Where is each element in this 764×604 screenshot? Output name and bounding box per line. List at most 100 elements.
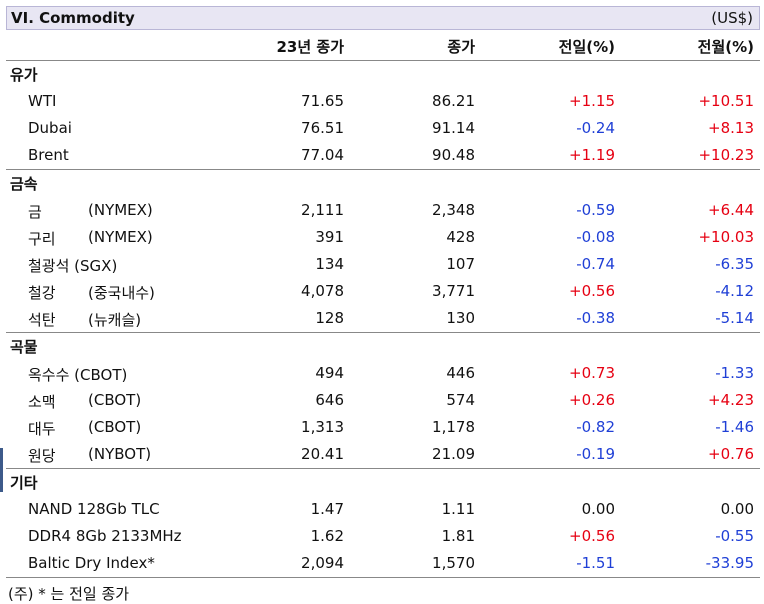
prev-year-close-cell: 1.47	[310, 500, 344, 518]
row-exchange: (NYMEX)	[88, 201, 153, 219]
table-row: 철강 (중국내수) 4,078 3,771 +0.56 -4.12	[6, 278, 760, 305]
header-monthly-change: 전월(%)	[697, 38, 754, 56]
header-close: 종가	[447, 38, 475, 56]
table-row: 철광석 (SGX) 134 107 -0.74 -6.35	[6, 251, 760, 278]
row-exchange: (CBOT)	[88, 418, 142, 436]
row-label: DDR4 8Gb 2133MHz	[28, 527, 182, 545]
close-cell: 90.48	[432, 146, 475, 164]
daily-change-cell: 0.00	[581, 500, 615, 518]
row-label: 원당	[28, 447, 56, 465]
table-row: 구리 (NYMEX) 391 428 -0.08 +10.03	[6, 224, 760, 251]
prev-year-close-cell: 134	[315, 255, 344, 273]
table-body: 유가 WTI 71.65 86.21 +1.15 +10.51 Dubai 76.51 91.1…	[6, 61, 760, 578]
prev-year-close-cell: 128	[315, 309, 344, 327]
table-row: Baltic Dry Index* 2,094 1,570 -1.51 -33.95	[6, 550, 760, 577]
daily-change-cell: -0.59	[576, 201, 615, 219]
section-title: 유가	[10, 66, 38, 84]
monthly-change-cell: +10.23	[698, 146, 754, 164]
close-cell: 2,348	[432, 201, 475, 219]
row-label: 철광석 (SGX)	[28, 257, 118, 275]
row-label: 금	[28, 203, 42, 221]
footnote: (주) * 는 전일 종가	[8, 585, 130, 603]
row-exchange: (뉴캐슬)	[88, 311, 142, 329]
section-header: 유가	[6, 61, 760, 88]
close-cell: 428	[446, 228, 475, 246]
table-row: Dubai 76.51 91.14 -0.24 +8.13	[6, 115, 760, 142]
row-label: 석탄	[28, 311, 56, 329]
daily-change-cell: +1.19	[569, 146, 615, 164]
row-exchange: (CBOT)	[88, 391, 142, 409]
table-row: 소맥 (CBOT) 646 574 +0.26 +4.23	[6, 387, 760, 414]
prev-year-close-cell: 2,094	[301, 554, 344, 572]
table-bottom-rule	[6, 577, 760, 578]
section-title: 금속	[10, 175, 38, 193]
daily-change-cell: -1.51	[576, 554, 615, 572]
close-cell: 130	[446, 309, 475, 327]
monthly-change-cell: -1.33	[715, 364, 754, 382]
prev-year-close-cell: 646	[315, 391, 344, 409]
header-prev-year-close: 23년 종가	[276, 38, 345, 56]
close-cell: 107	[446, 255, 475, 273]
monthly-change-cell: +0.76	[708, 445, 754, 463]
table-row: 금 (NYMEX) 2,111 2,348 -0.59 +6.44	[6, 197, 760, 224]
daily-change-cell: +0.56	[569, 527, 615, 545]
section-title: 기타	[10, 474, 38, 492]
close-cell: 21.09	[432, 445, 475, 463]
daily-change-cell: -0.82	[576, 418, 615, 436]
table-row: 옥수수 (CBOT) 494 446 +0.73 -1.33	[6, 360, 760, 387]
row-exchange: (NYBOT)	[88, 445, 152, 463]
row-exchange: (중국내수)	[88, 284, 155, 302]
row-label: 철강	[28, 284, 56, 302]
monthly-change-cell: -6.35	[715, 255, 754, 273]
close-cell: 3,771	[432, 282, 475, 300]
close-cell: 91.14	[432, 119, 475, 137]
commodity-table: VI. Commodity (US$) 23년 종가 종가 전일(%) 전월(%…	[6, 6, 760, 578]
close-cell: 86.21	[432, 92, 475, 110]
table-title: VI. Commodity	[11, 9, 135, 27]
monthly-change-cell: -33.95	[705, 554, 754, 572]
table-row: 대두 (CBOT) 1,313 1,178 -0.82 -1.46	[6, 414, 760, 441]
table-row: NAND 128Gb TLC 1.47 1.11 0.00 0.00	[6, 496, 760, 523]
row-label: Baltic Dry Index*	[28, 554, 155, 572]
prev-year-close-cell: 77.04	[301, 146, 344, 164]
close-cell: 1,178	[432, 418, 475, 436]
prev-year-close-cell: 1,313	[301, 418, 344, 436]
prev-year-close-cell: 20.41	[301, 445, 344, 463]
row-label: NAND 128Gb TLC	[28, 500, 160, 518]
table-row: 석탄 (뉴캐슬) 128 130 -0.38 -5.14	[6, 305, 760, 332]
header-daily-change: 전일(%)	[558, 38, 615, 56]
close-cell: 446	[446, 364, 475, 382]
prev-year-close-cell: 1.62	[310, 527, 344, 545]
monthly-change-cell: -5.14	[715, 309, 754, 327]
monthly-change-cell: -0.55	[715, 527, 754, 545]
section-title: 곡물	[10, 338, 38, 356]
row-exchange: (NYMEX)	[88, 228, 153, 246]
section-header: 기타	[6, 468, 760, 496]
table-row: DDR4 8Gb 2133MHz 1.62 1.81 +0.56 -0.55	[6, 523, 760, 550]
daily-change-cell: -0.38	[576, 309, 615, 327]
row-label: 대두	[28, 420, 56, 438]
section-header: 곡물	[6, 332, 760, 360]
prev-year-close-cell: 4,078	[301, 282, 344, 300]
table-row: 원당 (NYBOT) 20.41 21.09 -0.19 +0.76	[6, 441, 760, 468]
column-header-row: 23년 종가 종가 전일(%) 전월(%)	[6, 30, 760, 61]
table-title-bar: VI. Commodity (US$)	[6, 6, 760, 30]
section-header: 금속	[6, 169, 760, 197]
daily-change-cell: +0.73	[569, 364, 615, 382]
table-row: Brent 77.04 90.48 +1.19 +10.23	[6, 142, 760, 169]
monthly-change-cell: +10.03	[698, 228, 754, 246]
close-cell: 1.11	[441, 500, 475, 518]
row-label: 소맥	[28, 393, 56, 411]
row-label: Brent	[28, 146, 69, 164]
prev-year-close-cell: 494	[315, 364, 344, 382]
daily-change-cell: +1.15	[569, 92, 615, 110]
row-label: 옥수수 (CBOT)	[28, 366, 128, 384]
monthly-change-cell: -4.12	[715, 282, 754, 300]
daily-change-cell: +0.26	[569, 391, 615, 409]
row-label: Dubai	[28, 119, 72, 137]
prev-year-close-cell: 71.65	[301, 92, 344, 110]
prev-year-close-cell: 76.51	[301, 119, 344, 137]
close-cell: 1,570	[432, 554, 475, 572]
daily-change-cell: -0.24	[576, 119, 615, 137]
daily-change-cell: +0.56	[569, 282, 615, 300]
